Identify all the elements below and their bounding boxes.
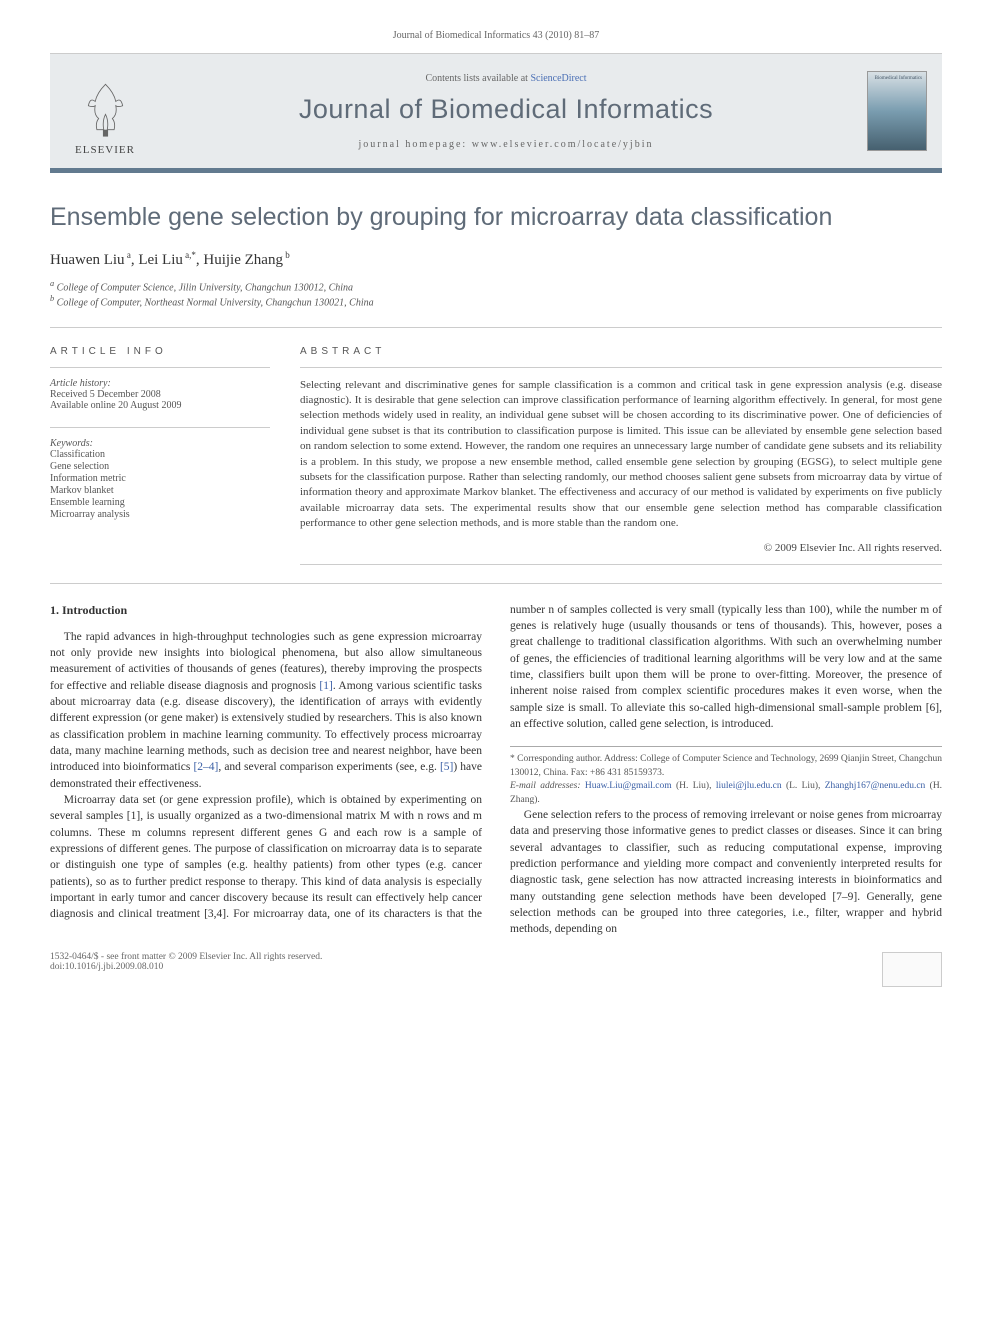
- keyword: Information metric: [50, 473, 270, 484]
- corresponding-author-footnote: * Corresponding author. Address: College…: [510, 746, 942, 807]
- keyword: Ensemble learning: [50, 497, 270, 508]
- journal-homepage: journal homepage: www.elsevier.com/locat…: [145, 139, 867, 150]
- elsevier-logo: ELSEVIER: [65, 66, 145, 156]
- journal-cover-thumbnail: Biomedical Informatics: [867, 71, 927, 151]
- sciencedirect-link[interactable]: ScienceDirect: [530, 73, 586, 84]
- footer-left: 1532-0464/$ - see front matter © 2009 El…: [50, 952, 322, 987]
- corresponding-star-icon: *: [191, 250, 196, 260]
- footnote-emails: E-mail addresses: Huaw.Liu@gmail.com (H.…: [510, 780, 942, 807]
- publisher-name: ELSEVIER: [75, 144, 135, 156]
- cover-title-small: Biomedical Informatics: [872, 76, 922, 81]
- article-meta-row: ARTICLE INFO Article history: Received 5…: [50, 346, 942, 565]
- journal-name: Journal of Biomedical Informatics: [145, 94, 867, 125]
- keywords-label: Keywords:: [50, 438, 270, 449]
- keyword: Microarray analysis: [50, 509, 270, 520]
- article-info-column: ARTICLE INFO Article history: Received 5…: [50, 346, 270, 565]
- banner-center: Contents lists available at ScienceDirec…: [145, 73, 867, 150]
- article-info-heading: ARTICLE INFO: [50, 346, 270, 357]
- article-title: Ensemble gene selection by grouping for …: [50, 203, 942, 232]
- issn-line: 1532-0464/$ - see front matter © 2009 El…: [50, 952, 322, 962]
- email-link[interactable]: Zhanghj167@nenu.edu.cn: [825, 781, 926, 791]
- history-label: Article history:: [50, 378, 270, 389]
- divider: [50, 427, 270, 428]
- abstract-copyright: © 2009 Elsevier Inc. All rights reserved…: [300, 542, 942, 554]
- footer-stamp-icon: [882, 952, 942, 987]
- keywords-list: Classification Gene selection Informatio…: [50, 449, 270, 520]
- abstract-heading: ABSTRACT: [300, 346, 942, 357]
- affiliations: a College of Computer Science, Jilin Uni…: [50, 279, 942, 309]
- divider: [50, 583, 942, 584]
- running-header: Journal of Biomedical Informatics 43 (20…: [50, 30, 942, 41]
- divider: [300, 564, 942, 565]
- body-paragraph: The rapid advances in high-throughput te…: [50, 629, 482, 792]
- email-link[interactable]: Huaw.Liu@gmail.com: [585, 781, 672, 791]
- footnote-corresponding: * Corresponding author. Address: College…: [510, 753, 942, 780]
- contents-available-line: Contents lists available at ScienceDirec…: [145, 73, 867, 84]
- keyword: Gene selection: [50, 461, 270, 472]
- divider: [50, 327, 942, 328]
- article-history-block: Article history: Received 5 December 200…: [50, 378, 270, 411]
- author-3: Huijie Zhang: [203, 252, 283, 268]
- online-date: Available online 20 August 2009: [50, 400, 270, 411]
- email-label: E-mail addresses:: [510, 781, 581, 791]
- affiliation-b: b College of Computer, Northeast Normal …: [50, 294, 942, 308]
- abstract-column: ABSTRACT Selecting relevant and discrimi…: [300, 346, 942, 565]
- body-paragraph: Gene selection refers to the process of …: [510, 807, 942, 938]
- keyword: Markov blanket: [50, 485, 270, 496]
- divider: [50, 367, 270, 368]
- section-heading: 1. Introduction: [50, 602, 482, 619]
- author-1: Huawen Liu: [50, 252, 125, 268]
- contents-prefix: Contents lists available at: [425, 73, 530, 84]
- author-2: Lei Liu: [138, 252, 183, 268]
- affiliation-a: a College of Computer Science, Jilin Uni…: [50, 279, 942, 293]
- author-list: Huawen Liu a, Lei Liu a,*, Huijie Zhang …: [50, 250, 942, 269]
- journal-banner: ELSEVIER Contents lists available at Sci…: [50, 53, 942, 173]
- email-link[interactable]: liulei@jlu.edu.cn: [716, 781, 782, 791]
- ref-link[interactable]: [1]: [319, 680, 332, 692]
- elsevier-tree-icon: [78, 80, 133, 140]
- received-date: Received 5 December 2008: [50, 389, 270, 400]
- keyword: Classification: [50, 449, 270, 460]
- article-body: 1. Introduction The rapid advances in hi…: [50, 602, 942, 938]
- page-footer: 1532-0464/$ - see front matter © 2009 El…: [50, 952, 942, 987]
- abstract-text: Selecting relevant and discriminative ge…: [300, 378, 942, 532]
- divider: [300, 367, 942, 368]
- ref-link[interactable]: [2–4]: [193, 761, 218, 773]
- doi-line: doi:10.1016/j.jbi.2009.08.010: [50, 962, 322, 972]
- keywords-block: Keywords: Classification Gene selection …: [50, 438, 270, 520]
- author-1-aff: a: [125, 250, 131, 260]
- author-3-aff: b: [283, 250, 290, 260]
- ref-link[interactable]: [5]: [440, 761, 453, 773]
